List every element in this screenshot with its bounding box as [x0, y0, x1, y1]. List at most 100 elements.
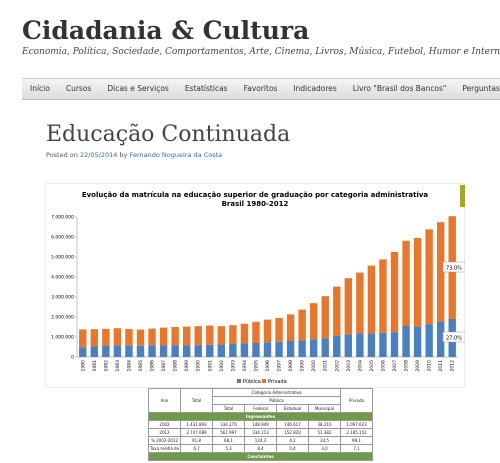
th: Total [212, 404, 245, 413]
author[interactable]: Fernando Nogueira da Costa [129, 151, 223, 159]
table-cell: 146.617 [276, 420, 309, 429]
by: by [119, 151, 128, 159]
bar-segment [79, 347, 87, 357]
bar-segment [425, 324, 433, 357]
table-cell: % 2002-2012 [148, 436, 181, 445]
table-cell: 2002 [148, 420, 181, 429]
data-table: Ano Total Categoria Administrativa Privada … [148, 388, 373, 461]
table-cell: 148.949 [244, 420, 277, 429]
annotation: 27,0% [446, 336, 462, 342]
bar-segment [229, 344, 237, 357]
table-row: Ingressantes [148, 412, 373, 421]
table-cell: 0,4 [276, 444, 309, 453]
bar-segment [263, 319, 272, 343]
x-tick-label: 1998 [288, 360, 294, 372]
nav-item[interactable]: Livro "Brasil dos Bancos" [352, 84, 447, 93]
nav-item[interactable]: Dicas e Serviços [107, 84, 169, 93]
table-cell: 124,3 [244, 436, 277, 445]
bar-segment [102, 346, 110, 357]
x-tick-label: 2009 [415, 360, 421, 372]
site-title[interactable]: Cidadania & Cultura [22, 16, 310, 45]
table-cell: 6,7 [180, 444, 213, 453]
bar-segment [390, 252, 399, 333]
th: Municipal [308, 404, 341, 413]
table-cell: 51.382 [308, 428, 341, 437]
bar-segment [182, 345, 191, 357]
bar-segment [252, 321, 260, 343]
nav-item[interactable]: Estatísticas [184, 84, 228, 93]
table-cell: 4,2 [276, 436, 309, 445]
legend-swatch [262, 379, 266, 383]
x-tick-label: 2012 [450, 360, 456, 372]
annotation-box [442, 261, 465, 273]
chart-subtitle: Brasil 1980-2012 [222, 200, 289, 208]
bar-segment [217, 344, 226, 357]
th: Federal [244, 404, 277, 413]
bar-segment [148, 328, 156, 346]
bar-segment [309, 339, 318, 357]
bar-segment [436, 222, 445, 322]
table-cell: 8,4 [244, 444, 277, 453]
x-tick-label: 1992 [219, 360, 225, 372]
x-tick-label: 1993 [230, 360, 236, 372]
bar-segment [90, 329, 99, 347]
bar-segment [136, 345, 145, 357]
bar-segment [90, 346, 99, 357]
post-meta: Posted on 22/05/2014 by Fernando Nogueir… [46, 151, 222, 159]
bar-segment [171, 327, 179, 346]
x-tick-label: 1983 [115, 360, 121, 372]
bar-segment [379, 259, 387, 333]
nav-item[interactable]: Favoritos [243, 84, 278, 93]
bar-segment [113, 328, 122, 346]
bar-segment [125, 345, 133, 357]
y-tick-label: 6.000.000 [51, 235, 74, 241]
table-cell: 2.185.152 [340, 428, 373, 437]
table-cell: 334.270 [212, 420, 245, 429]
table-cell: 1.097.623 [340, 420, 373, 429]
post-title: Educação Continuada [46, 122, 291, 147]
bar-segment [402, 326, 410, 357]
chart-title: Evolução da matrícula na educação superi… [82, 191, 429, 199]
legend-label: Privada [268, 379, 287, 385]
bar-segment [206, 325, 214, 345]
y-tick-label: 7.000.000 [51, 215, 74, 221]
th: Estadual [276, 404, 309, 413]
nav-item[interactable]: Cursos [65, 84, 92, 93]
x-tick-label: 1988 [173, 360, 179, 372]
x-tick-label: 1991 [207, 360, 213, 372]
x-tick-label: 1980 [80, 360, 86, 372]
bar-segment [206, 344, 214, 357]
x-tick-label: 2002 [334, 360, 340, 372]
x-tick-label: 1989 [184, 360, 190, 372]
x-tick-label: 1987 [161, 360, 167, 372]
table-cell: 2012 [148, 428, 181, 437]
y-tick-label: 3.000.000 [51, 295, 74, 301]
annotation: 73,0% [446, 266, 462, 272]
bar-segment [252, 343, 260, 357]
bar-segment [229, 325, 237, 344]
bar-segment [240, 343, 249, 357]
x-tick-label: 2011 [438, 360, 444, 372]
y-tick-label: 1.000.000 [51, 335, 74, 341]
bar-segment [125, 329, 133, 346]
bar-segment [356, 333, 364, 357]
nav-item[interactable]: Perguntas mais Frequentes [462, 84, 500, 93]
table-cell: 2.747.089 [180, 428, 213, 437]
bar-segment [390, 332, 399, 357]
x-tick-label: 1997 [277, 360, 283, 372]
x-tick-label: 1982 [103, 360, 109, 372]
bar-segment [275, 318, 283, 342]
nav-item[interactable]: Indicadores [293, 84, 337, 93]
post-date[interactable]: 22/05/2014 [79, 151, 118, 159]
bar-segment [367, 333, 376, 357]
x-tick-label: 1986 [150, 360, 156, 372]
bar-segment [102, 328, 110, 346]
y-tick-label: 2.000.000 [51, 315, 74, 321]
table-cell: Taxa média de crescimento anual 2002-201… [148, 444, 181, 453]
table-cell: 7,1 [340, 444, 373, 453]
legend-swatch [237, 379, 241, 383]
table-row: Concluintes [148, 452, 373, 461]
bar-segment [79, 329, 87, 348]
nav-item[interactable]: Início [30, 84, 50, 93]
